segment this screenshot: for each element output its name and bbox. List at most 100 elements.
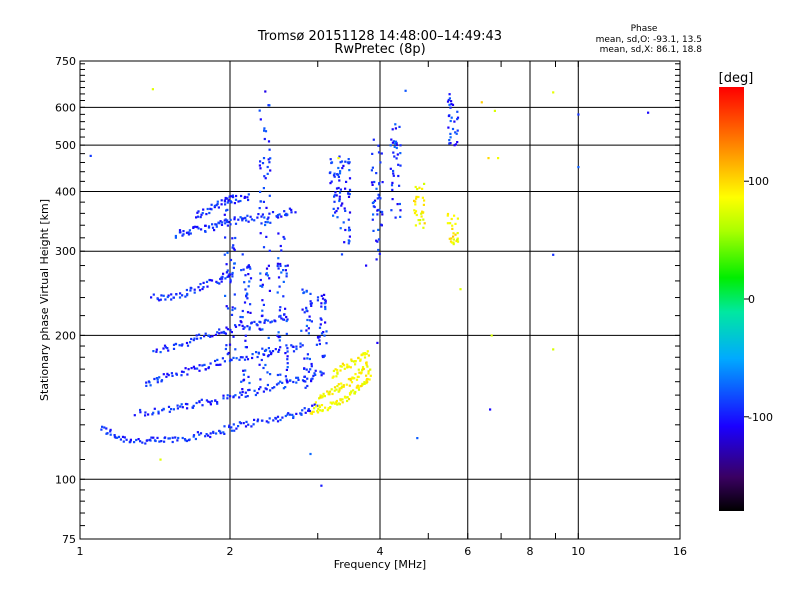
o-mode-trace-point <box>159 298 162 301</box>
o-mode-trace-point <box>167 294 170 297</box>
o-mode-trace-point <box>205 433 208 436</box>
o-mode-trace-point <box>192 434 196 437</box>
o-mode-trace-point <box>300 329 303 332</box>
o-mode-trace-point <box>272 419 275 422</box>
o-mode-trace-point <box>456 110 459 113</box>
o-mode-trace-point <box>310 378 313 381</box>
o-mode-trace-point <box>229 358 232 361</box>
o-mode-trace-point <box>347 195 351 198</box>
o-mode-trace-point <box>189 289 192 292</box>
o-mode-trace-point <box>320 371 323 374</box>
o-mode-trace-point <box>167 374 170 377</box>
x-mode-trace-point <box>159 458 162 461</box>
o-mode-trace-point <box>226 269 229 272</box>
x-mode-trace-point <box>319 394 322 397</box>
o-mode-trace-point <box>203 363 206 366</box>
o-mode-trace-point <box>391 141 394 144</box>
x-mode-trace-point <box>331 376 334 379</box>
o-mode-trace-point <box>235 194 238 198</box>
o-mode-trace-point <box>278 309 281 312</box>
x-mode-trace-point <box>413 209 416 212</box>
o-mode-trace-point <box>209 403 212 406</box>
o-mode-trace-point <box>285 319 288 323</box>
o-mode-trace-point <box>330 180 333 183</box>
o-mode-trace-point <box>232 244 235 247</box>
o-mode-trace-point <box>231 271 234 275</box>
o-mode-trace-point <box>448 142 451 145</box>
o-mode-trace-point <box>214 333 217 336</box>
o-mode-trace-point <box>268 249 271 252</box>
o-mode-trace-point <box>324 307 327 311</box>
o-mode-trace-point <box>241 390 244 394</box>
o-mode-trace-point <box>277 336 280 339</box>
o-mode-trace-point <box>284 269 287 272</box>
x-mode-trace-point <box>350 390 353 393</box>
x-mode-trace-point <box>337 383 340 386</box>
o-mode-trace-point <box>213 206 216 209</box>
o-mode-trace-point <box>330 161 334 164</box>
o-mode-trace-point <box>170 408 173 411</box>
o-mode-trace-point <box>300 413 303 416</box>
o-mode-trace-point <box>262 366 265 370</box>
o-mode-trace-point <box>147 413 150 416</box>
o-mode-trace-point <box>447 126 450 129</box>
x-mode-trace-point <box>344 396 347 399</box>
x-mode-trace-point <box>446 212 450 216</box>
o-mode-trace-point <box>189 232 192 235</box>
o-mode-trace-point <box>292 345 295 348</box>
o-mode-trace-point <box>198 289 202 292</box>
x-mode-trace-point <box>349 366 352 369</box>
o-mode-trace-point <box>259 272 262 275</box>
o-mode-trace-point <box>223 425 226 428</box>
o-mode-trace-point <box>202 281 205 284</box>
o-mode-trace-point <box>224 222 227 225</box>
o-mode-trace-point <box>379 197 382 200</box>
x-mode-trace-point <box>318 405 321 408</box>
x-mode-trace-point <box>339 365 342 368</box>
x-mode-trace-point <box>423 222 426 225</box>
o-mode-trace-point <box>229 223 232 226</box>
o-mode-trace-point <box>344 228 347 232</box>
o-mode-trace-point <box>244 216 247 219</box>
o-mode-trace-point <box>393 145 396 148</box>
o-mode-trace-point <box>232 266 235 269</box>
o-mode-trace-point <box>265 235 268 238</box>
o-mode-trace-point <box>208 211 211 215</box>
o-mode-trace-point <box>451 127 455 131</box>
o-mode-trace-point <box>234 325 238 328</box>
o-mode-trace-point <box>218 282 221 285</box>
o-mode-trace-point <box>196 367 199 370</box>
x-mode-trace-point <box>342 384 345 387</box>
o-mode-trace-point <box>283 313 286 316</box>
o-mode-trace-point <box>391 198 394 201</box>
o-mode-trace-point <box>152 350 155 353</box>
o-mode-trace-point <box>230 429 233 432</box>
o-mode-trace-point <box>321 354 324 358</box>
o-mode-trace-point <box>240 321 243 324</box>
o-mode-trace-point <box>157 410 160 413</box>
o-mode-trace-point <box>277 276 281 279</box>
o-mode-trace-point <box>113 435 116 438</box>
o-mode-trace-point <box>182 230 185 233</box>
o-mode-trace-point <box>129 438 132 441</box>
o-mode-trace-point <box>205 280 209 283</box>
o-mode-trace-point <box>226 353 229 356</box>
o-mode-trace-point <box>193 225 196 228</box>
o-mode-trace-point <box>176 404 179 407</box>
o-mode-trace-point <box>186 407 189 410</box>
o-mode-trace-point <box>266 165 269 169</box>
o-mode-trace-point <box>248 388 251 391</box>
o-mode-trace-point <box>89 154 92 157</box>
o-mode-trace-point <box>302 380 306 383</box>
x-mode-trace-point <box>366 350 369 353</box>
o-mode-trace-point <box>270 320 274 323</box>
o-mode-trace-point <box>198 433 201 436</box>
o-mode-trace-point <box>242 378 246 381</box>
o-mode-trace-point <box>220 199 223 202</box>
o-mode-trace-point <box>318 339 321 342</box>
o-mode-trace-point <box>264 130 268 133</box>
o-mode-trace-point <box>316 299 319 302</box>
o-mode-trace-point <box>286 347 289 350</box>
o-mode-trace-point <box>377 151 381 154</box>
x-mode-trace-point <box>480 101 483 104</box>
